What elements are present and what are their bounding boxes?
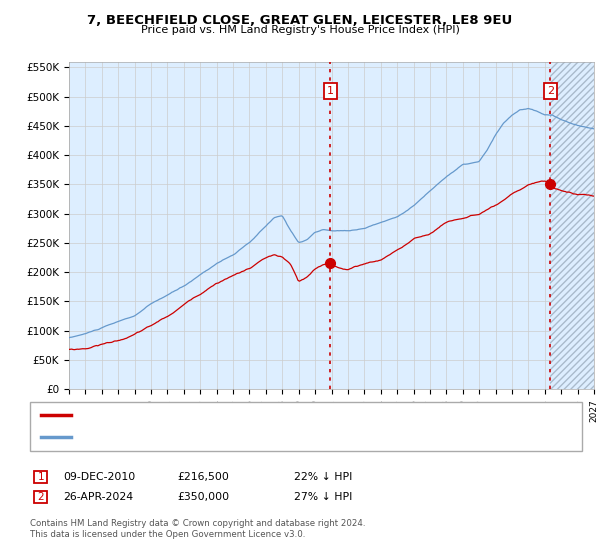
Text: 1: 1 bbox=[37, 472, 44, 482]
Text: 26-APR-2024: 26-APR-2024 bbox=[63, 492, 133, 502]
Text: Contains HM Land Registry data © Crown copyright and database right 2024.
This d: Contains HM Land Registry data © Crown c… bbox=[30, 520, 365, 539]
Text: 27% ↓ HPI: 27% ↓ HPI bbox=[294, 492, 352, 502]
Text: 2: 2 bbox=[37, 492, 44, 502]
Text: 7, BEECHFIELD CLOSE, GREAT GLEN, LEICESTER, LE8 9EU (detached house): 7, BEECHFIELD CLOSE, GREAT GLEN, LEICEST… bbox=[77, 410, 448, 420]
Text: 09-DEC-2010: 09-DEC-2010 bbox=[63, 472, 135, 482]
Text: £216,500: £216,500 bbox=[177, 472, 229, 482]
Text: 1: 1 bbox=[326, 86, 334, 96]
Text: 2: 2 bbox=[547, 86, 554, 96]
Text: HPI: Average price, detached house, Harborough: HPI: Average price, detached house, Harb… bbox=[77, 432, 316, 442]
Bar bbox=[550, 38, 594, 389]
Text: 7, BEECHFIELD CLOSE, GREAT GLEN, LEICESTER, LE8 9EU: 7, BEECHFIELD CLOSE, GREAT GLEN, LEICEST… bbox=[88, 14, 512, 27]
Text: £350,000: £350,000 bbox=[177, 492, 229, 502]
Text: 22% ↓ HPI: 22% ↓ HPI bbox=[294, 472, 352, 482]
Text: Price paid vs. HM Land Registry's House Price Index (HPI): Price paid vs. HM Land Registry's House … bbox=[140, 25, 460, 35]
